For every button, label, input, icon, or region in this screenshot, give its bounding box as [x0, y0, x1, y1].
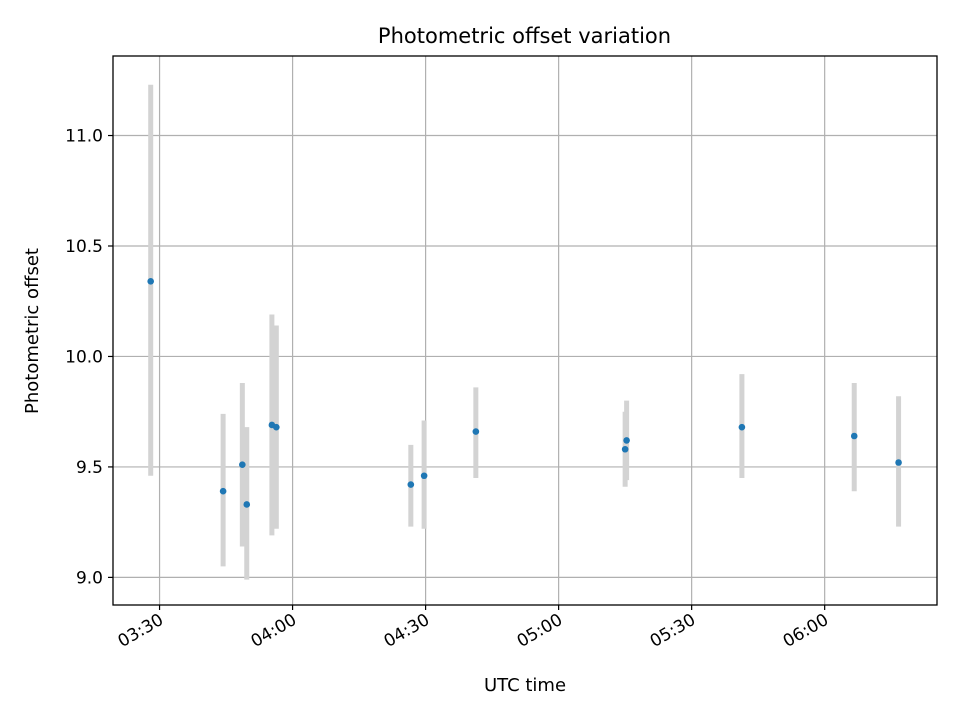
errorbars — [148, 84, 902, 580]
ticks: 03:30 04:00 04:30 05:00 05:30 06:00 9.0 9.5 10.0… — [65, 127, 832, 652]
x-tick-label: 05:30 — [647, 610, 699, 652]
y-tick-label: 9.0 — [76, 568, 103, 588]
x-tick-label: 04:30 — [381, 610, 433, 652]
x-tick-label: 04:00 — [248, 610, 300, 652]
data-point — [239, 461, 246, 469]
chart-title: Photometric offset variation — [378, 24, 671, 48]
data-point — [420, 472, 428, 480]
y-tick-label: 11.0 — [65, 127, 103, 147]
grid — [113, 56, 937, 605]
x-tick-label: 06:00 — [780, 610, 832, 652]
data-points — [147, 278, 902, 508]
y-tick-label: 9.5 — [76, 458, 103, 478]
data-point — [623, 437, 630, 444]
y-tick-label: 10.0 — [65, 347, 103, 367]
data-point — [472, 428, 480, 435]
x-axis-label: UTC time — [484, 675, 566, 696]
x-tick-label: 03:30 — [115, 610, 167, 652]
data-point — [621, 445, 629, 453]
data-point — [407, 481, 415, 488]
y-axis-label: Photometric offset — [22, 248, 43, 414]
data-point — [850, 432, 858, 440]
plot-frame — [112, 55, 938, 606]
data-point — [147, 278, 154, 285]
data-point — [738, 423, 746, 431]
data-point — [273, 423, 280, 431]
data-point — [895, 459, 902, 466]
x-tick-label: 05:00 — [514, 610, 566, 652]
data-point — [243, 501, 251, 508]
y-tick-label: 10.5 — [65, 237, 103, 257]
data-point — [219, 487, 227, 495]
